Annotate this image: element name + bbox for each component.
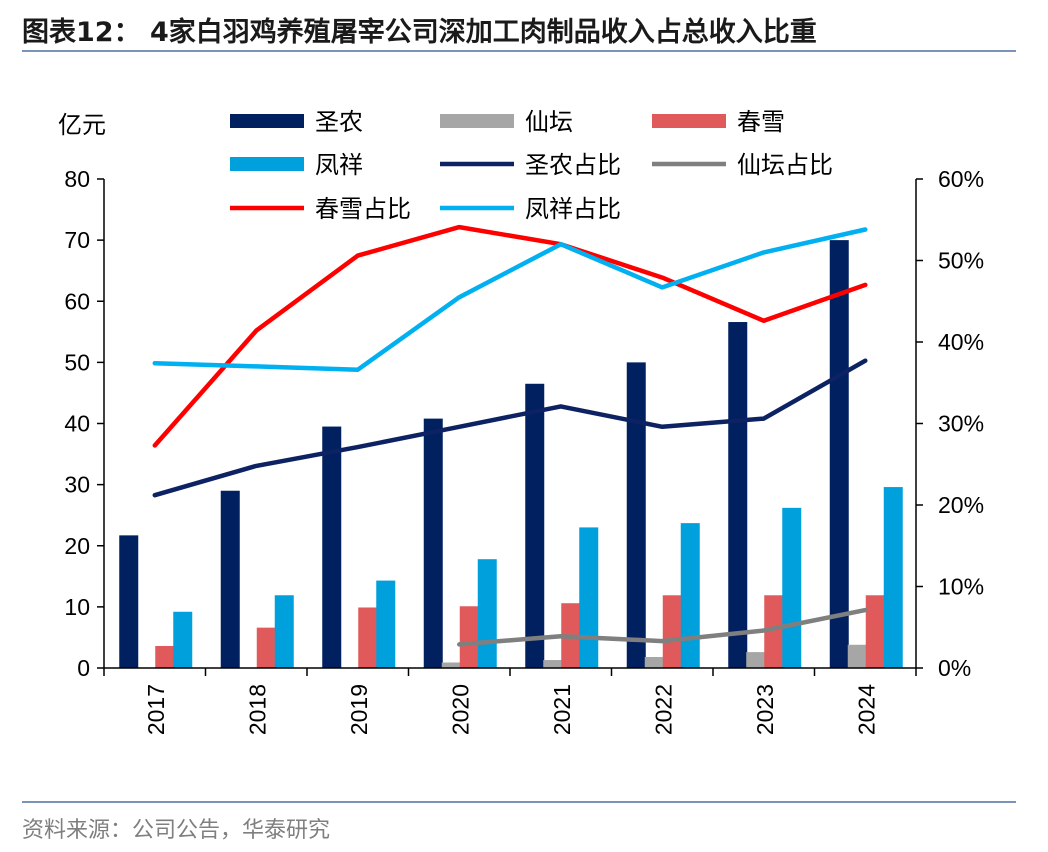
bar-fengxiang bbox=[173, 611, 193, 668]
legend-label: 凤祥 bbox=[315, 151, 363, 179]
legend-label: 圣农 bbox=[315, 108, 363, 136]
x-tick-label: 2019 bbox=[346, 684, 372, 735]
legend-label: 春雪 bbox=[737, 108, 785, 136]
right-tick-label: 10% bbox=[938, 574, 984, 600]
right-tick-label: 30% bbox=[938, 411, 984, 437]
left-tick-label: 30 bbox=[64, 472, 90, 498]
bar-xiantan bbox=[543, 660, 563, 668]
bar-shengnong bbox=[322, 426, 342, 668]
bar-shengnong bbox=[220, 490, 240, 668]
bar-fengxiang bbox=[782, 507, 802, 668]
left-tick-label: 70 bbox=[64, 227, 90, 253]
left-tick-label: 10 bbox=[64, 594, 90, 620]
right-tick-label: 0% bbox=[938, 655, 971, 681]
left-tick-label: 50 bbox=[64, 349, 90, 375]
title-divider bbox=[22, 50, 1016, 52]
legend-swatch-chunxue bbox=[652, 114, 726, 128]
legend-label: 仙坛 bbox=[525, 108, 573, 136]
x-tick-label: 2021 bbox=[549, 684, 575, 735]
bar-chunxue bbox=[155, 645, 175, 668]
bar-fengxiang bbox=[376, 580, 396, 668]
bar-shengnong bbox=[119, 535, 139, 668]
right-tick-label: 50% bbox=[938, 248, 984, 274]
bar-fengxiang bbox=[477, 559, 497, 668]
legend-swatch-fengxiang bbox=[230, 157, 304, 171]
bar-chunxue bbox=[256, 627, 276, 668]
x-tick-label: 2018 bbox=[244, 684, 270, 735]
bar-fengxiang bbox=[883, 487, 903, 668]
bar-shengnong bbox=[423, 418, 443, 668]
bar-fengxiang bbox=[274, 595, 294, 668]
bar-xiantan bbox=[644, 656, 664, 668]
line-shengnong_ratio bbox=[152, 358, 868, 498]
bar-chunxue bbox=[662, 595, 682, 668]
x-axis: 2017 2018 2019 2020 2021 2022 2023 2024 bbox=[103, 667, 917, 735]
legend-label: 圣农占比 bbox=[525, 151, 621, 179]
legend-label: 仙坛占比 bbox=[737, 151, 833, 179]
bar-xiantan bbox=[746, 652, 766, 668]
legend-swatch-xiantan bbox=[440, 114, 514, 128]
legend-swatch-shengnong bbox=[230, 114, 304, 128]
bar-shengnong bbox=[525, 383, 545, 668]
left-tick-label: 20 bbox=[64, 533, 90, 559]
bar-shengnong bbox=[829, 240, 849, 668]
source-divider bbox=[22, 801, 1016, 803]
x-tick-label: 2023 bbox=[752, 684, 778, 735]
x-tick-label: 2022 bbox=[650, 684, 676, 735]
line-fengxiang_ratio bbox=[152, 227, 868, 372]
source-note: 资料来源：公司公告，华泰研究 bbox=[22, 818, 331, 843]
legend-label: 春雪占比 bbox=[315, 195, 411, 223]
right-tick-label: 60% bbox=[938, 166, 984, 192]
x-tick-label: 2017 bbox=[143, 684, 169, 735]
bar-shengnong bbox=[626, 362, 646, 668]
left-tick-label: 40 bbox=[64, 411, 90, 437]
right-tick-label: 20% bbox=[938, 492, 984, 518]
left-axis: 0 10 20 30 40 50 60 70 80 亿元 bbox=[58, 111, 106, 681]
bar-xiantan bbox=[847, 644, 867, 668]
x-tick-label: 2020 bbox=[447, 684, 473, 735]
bar-chunxue bbox=[764, 595, 784, 668]
bar-fengxiang bbox=[579, 527, 599, 668]
left-tick-label: 0 bbox=[77, 655, 90, 681]
bar-fengxiang bbox=[680, 523, 700, 668]
left-tick-label: 60 bbox=[64, 288, 90, 314]
x-tick-label: 2024 bbox=[853, 684, 879, 735]
right-axis: 0% 10% 20% 30% 40% 50% 60% bbox=[915, 166, 984, 681]
line-xiantan_ratio bbox=[457, 607, 868, 647]
bar-chunxue bbox=[459, 606, 479, 668]
bar-shengnong bbox=[728, 322, 748, 668]
bars-layer bbox=[119, 240, 903, 668]
bar-xiantan bbox=[441, 662, 461, 668]
bar-chunxue bbox=[358, 607, 378, 668]
left-tick-label: 80 bbox=[64, 166, 90, 192]
right-tick-label: 40% bbox=[938, 329, 984, 355]
figure-title: 图表12： 4家白羽鸡养殖屠宰公司深加工肉制品收入占总收入比重 bbox=[22, 17, 817, 48]
left-axis-unit-label: 亿元 bbox=[58, 111, 106, 139]
line-chunxue_ratio bbox=[152, 224, 868, 448]
lines-layer bbox=[152, 224, 868, 647]
legend-label: 凤祥占比 bbox=[525, 195, 621, 223]
bar-chunxue bbox=[865, 595, 885, 668]
